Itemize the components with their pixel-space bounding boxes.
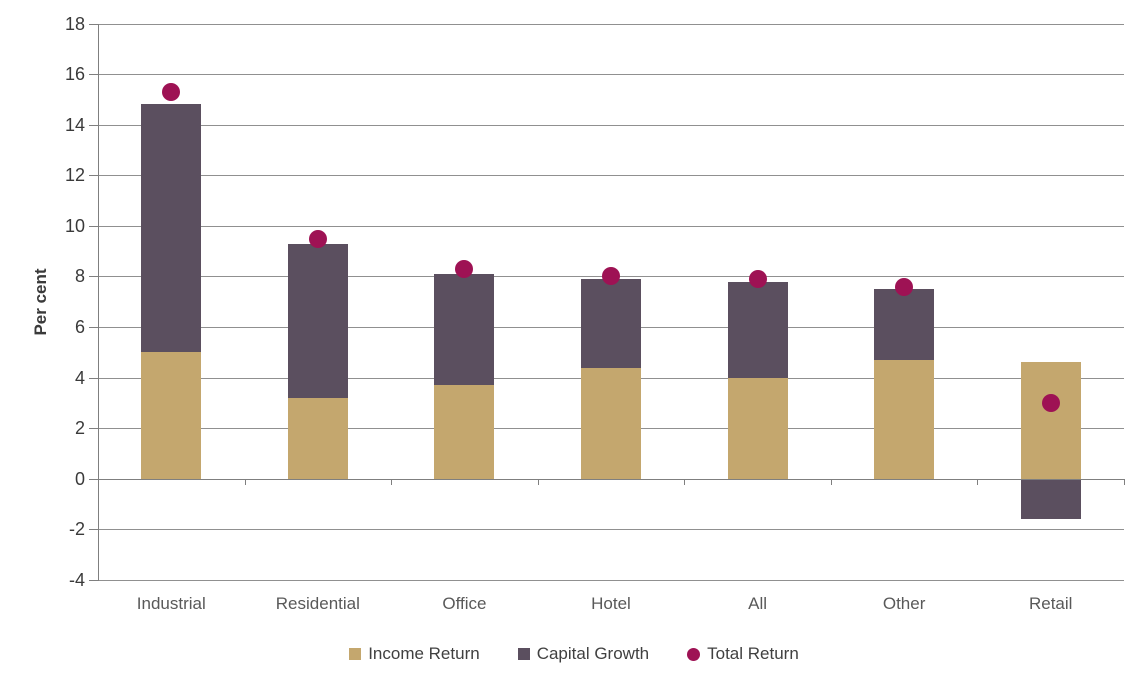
y-axis-tick-10 xyxy=(89,225,98,227)
total-return-dot-other xyxy=(895,277,914,296)
gridline-16 xyxy=(98,74,1124,76)
total-return-dot-residential xyxy=(308,229,327,248)
total-return-dot-office xyxy=(455,259,474,278)
y-tick-label-18: 18 xyxy=(64,13,85,34)
legend-label: Income Return xyxy=(368,644,480,663)
bar-segment-income-return xyxy=(874,359,935,479)
y-axis-tick-16 xyxy=(89,74,98,76)
legend-label: Capital Growth xyxy=(536,644,650,663)
y-tick-label-6: 6 xyxy=(74,317,85,338)
bar-segment-income-return xyxy=(141,352,202,479)
legend-item-total-return: Total Return xyxy=(687,644,799,664)
legend-label: Total Return xyxy=(707,644,799,663)
bar-segment-income-return xyxy=(581,367,641,479)
legend-item-capital-growth: Capital Growth xyxy=(517,644,650,664)
y-axis-line xyxy=(98,23,99,581)
y-axis-tick-18 xyxy=(89,23,98,25)
x-category-label-industrial: Industrial xyxy=(136,594,206,613)
gridline-10 xyxy=(98,225,1124,227)
x-axis-boundary-tick-5 xyxy=(830,478,832,485)
gridline-18 xyxy=(98,23,1124,25)
x-axis-boundary-tick-7 xyxy=(1124,478,1125,485)
y-axis-tick--2 xyxy=(89,529,98,531)
y-tick-label--2: -2 xyxy=(68,519,85,540)
x-axis-boundary-tick-1 xyxy=(244,478,246,485)
y-axis-tick-4 xyxy=(89,377,98,379)
bar-segment-income-return xyxy=(287,397,348,479)
x-category-label-residential: Residential xyxy=(275,594,360,613)
total-return-dot-industrial xyxy=(162,82,181,101)
y-axis-tick-2 xyxy=(89,428,98,430)
bar-segment-capital-growth xyxy=(141,104,202,353)
bar-segment-capital-growth xyxy=(1020,478,1081,520)
y-tick-label-12: 12 xyxy=(64,165,85,186)
legend-item-income-return: Income Return xyxy=(349,644,480,664)
x-axis-boundary-tick-2 xyxy=(391,478,393,485)
y-tick-label-0: 0 xyxy=(74,468,85,489)
bar-segment-capital-growth xyxy=(581,278,641,368)
x-category-label-other: Other xyxy=(882,594,926,613)
x-category-label-office: Office xyxy=(442,594,487,613)
x-axis-boundary-tick-6 xyxy=(977,478,979,485)
x-category-label-hotel: Hotel xyxy=(591,594,631,613)
x-axis-line xyxy=(98,478,1124,480)
y-axis-tick-8 xyxy=(89,276,98,278)
y-axis-tick-6 xyxy=(89,327,98,329)
legend-circle-marker-icon xyxy=(687,647,701,661)
y-tick-label-10: 10 xyxy=(64,215,85,236)
total-return-dot-hotel xyxy=(602,267,620,286)
gridline-12 xyxy=(98,175,1124,177)
bar-segment-capital-growth xyxy=(287,243,348,398)
x-axis-boundary-tick-3 xyxy=(537,478,539,485)
total-return-dot-all xyxy=(748,269,767,288)
legend-square-marker-icon xyxy=(349,648,362,660)
y-axis-tick--4 xyxy=(89,580,98,581)
y-tick-label-4: 4 xyxy=(74,367,85,388)
gridline--2 xyxy=(98,529,1124,531)
y-axis-tick-12 xyxy=(89,175,98,177)
y-tick-label-14: 14 xyxy=(64,114,85,135)
x-category-label-retail: Retail xyxy=(1028,594,1073,613)
bar-segment-capital-growth xyxy=(874,289,935,360)
y-tick-label-2: 2 xyxy=(74,418,85,439)
y-axis-tick-0 xyxy=(89,478,98,480)
bar-segment-income-return xyxy=(727,377,788,479)
gridline-14 xyxy=(98,124,1124,126)
bar-segment-income-return xyxy=(434,385,495,479)
legend-square-marker-icon xyxy=(517,648,530,660)
bar-segment-capital-growth xyxy=(434,273,495,386)
x-category-label-all: All xyxy=(748,594,768,613)
bar-segment-capital-growth xyxy=(727,281,788,378)
bar-segment-income-return xyxy=(1020,362,1081,479)
total-return-dot-retail xyxy=(1041,393,1060,412)
x-axis-boundary-tick-4 xyxy=(684,478,686,485)
y-tick-label--4: -4 xyxy=(68,570,85,590)
legend: Income Return Capital Growth Total Return xyxy=(0,641,1148,667)
y-tick-label-8: 8 xyxy=(74,266,85,287)
gridline--4 xyxy=(98,580,1124,581)
y-axis-tick-14 xyxy=(89,124,98,126)
y-tick-label-16: 16 xyxy=(64,64,85,85)
